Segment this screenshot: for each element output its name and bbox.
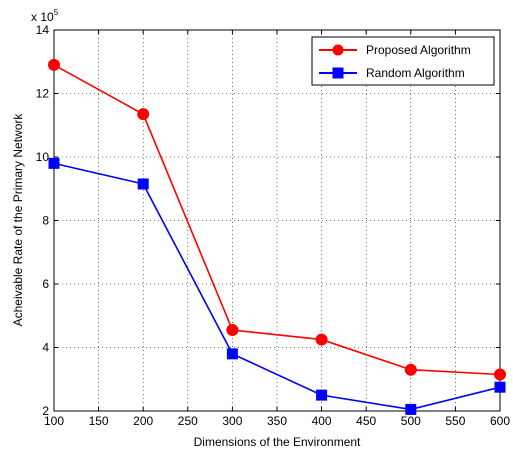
data-point: [494, 381, 506, 393]
series-line: [53, 162, 501, 411]
data-point: [48, 58, 60, 71]
legend: Proposed Algorithm Random Algorithm: [311, 36, 495, 86]
y-multiplier-base: x 10: [31, 10, 54, 24]
legend-label-proposed: Proposed Algorithm: [366, 43, 471, 57]
plot-frame: [53, 29, 501, 412]
series-1: [48, 157, 506, 415]
data-point: [48, 157, 60, 169]
x-tick-label: 150: [89, 414, 109, 428]
series-line: [53, 64, 501, 376]
data-point: [494, 368, 506, 381]
data-point: [137, 178, 149, 190]
data-point: [404, 363, 417, 376]
y-tick-label: 8: [42, 214, 49, 228]
data-point: [405, 403, 417, 415]
plot-area: [54, 30, 500, 411]
y-tick-label: 2: [42, 404, 49, 418]
x-tick-label: 400: [312, 414, 332, 428]
legend-marker-proposed: [332, 44, 344, 56]
x-tick-label: 200: [133, 414, 153, 428]
x-tick-label: 450: [356, 414, 376, 428]
x-tick-label: 250: [178, 414, 198, 428]
data-point: [226, 324, 239, 337]
legend-label-random: Random Algorithm: [366, 66, 465, 80]
y-tick-label: 12: [36, 87, 50, 101]
x-axis-label: Dimensions of the Environment: [194, 435, 361, 449]
x-tick-label: 100: [44, 414, 64, 428]
x-tick-label: 300: [222, 414, 242, 428]
series-0: [48, 58, 506, 381]
x-tick-label: 600: [490, 414, 510, 428]
data-point: [137, 108, 150, 121]
y-tick-label: 14: [36, 23, 50, 37]
data-point: [316, 389, 328, 401]
y-tick-label: 6: [42, 277, 49, 291]
y-multiplier-exponent: 5: [54, 8, 59, 17]
y-axis-label: Acheivable Rate of the Primary Network: [11, 113, 25, 327]
legend-marker-random: [332, 67, 344, 79]
data-point: [315, 333, 328, 346]
x-tick-label: 500: [401, 414, 421, 428]
y-tick-labels: 2 4 6 8 10 12 14: [36, 23, 50, 418]
series-layer: [48, 58, 506, 415]
y-tick-label: 10: [36, 150, 50, 164]
x-tick-label: 350: [267, 414, 287, 428]
y-tick-label: 4: [42, 341, 49, 355]
x-tick-label: 550: [445, 414, 465, 428]
x-tick-labels: 100 150 200 250 300 350 400 450 500 550 600: [44, 414, 510, 428]
data-point: [226, 348, 238, 360]
y-multiplier: x 105: [31, 8, 59, 24]
